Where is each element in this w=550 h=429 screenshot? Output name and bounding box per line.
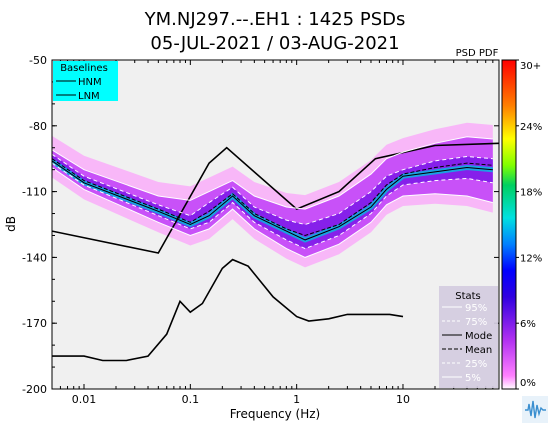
hnm-legend-label: HNM (78, 77, 102, 88)
y-tick-label: -200 (22, 383, 47, 396)
series-line-hnm (52, 142, 499, 254)
lnm-legend-label: LNM (78, 91, 100, 102)
colorbar-ticks: 30+ 24% 18% 12% 6% 0% (516, 59, 542, 390)
y-tick-label: -50 (29, 54, 47, 67)
series-line-lnm (52, 258, 404, 362)
stats-5-label: 5% (465, 373, 481, 384)
psd-outer-band (52, 136, 493, 258)
colorbar-gradient (501, 59, 517, 390)
x-tick-label: 0.1 (182, 393, 200, 406)
stats-25-label: 25% (465, 359, 487, 370)
y-axis-ticks: -50 -80 -110 -140 -170 -200 (22, 54, 499, 396)
stats-legend-title: Stats (455, 291, 481, 302)
series-layer (52, 136, 499, 362)
stats-75-label: 75% (465, 317, 487, 328)
stats-legend: Stats 95% 75% Mode Mean 25% 5% (439, 286, 498, 388)
psd-inner-band (52, 154, 493, 249)
series-line-mean (52, 158, 493, 237)
colorbar-tick-label: 30+ (520, 61, 541, 72)
x-axis-label: Frequency (Hz) (230, 407, 321, 421)
baselines-legend-title: Baselines (60, 63, 108, 74)
baselines-legend: Baselines HNM LNM (53, 61, 118, 102)
colorbar-tick-label: 0% (520, 378, 536, 389)
chart-title-line2: 05-JUL-2021 / 03-AUG-2021 (150, 33, 399, 54)
y-tick-label: -80 (29, 120, 47, 133)
stats-mode-label: Mode (465, 331, 492, 342)
plot-frame (51, 59, 500, 390)
colorbar-tick-label: 12% (520, 253, 542, 264)
x-tick-label: 10 (396, 393, 410, 406)
series-line-mode (52, 160, 493, 241)
stats-95-label: 95% (465, 303, 487, 314)
logo (522, 396, 548, 423)
y-tick-label: -170 (22, 317, 47, 330)
series-line-25pct (52, 162, 493, 250)
psd-halo-band (52, 122, 493, 268)
colorbar-tick-label: 18% (520, 188, 542, 199)
colorbar-title: PSD PDF (456, 48, 499, 59)
x-tick-label: 0.01 (72, 393, 97, 406)
stats-mean-label: Mean (465, 345, 492, 356)
logo-wave-mark (525, 400, 546, 419)
y-tick-label: -140 (22, 251, 47, 264)
colorbar-tick-label: 6% (520, 319, 536, 330)
stats-legend-box (439, 286, 498, 388)
series-line-75pct (52, 153, 493, 226)
colorbar-tick-label: 24% (520, 122, 542, 133)
colorbar: PSD PDF 30+ 24% 18% 12% 6% 0% (456, 48, 542, 390)
x-tick-label: 1 (293, 393, 300, 406)
chart-title-line1: YM.NJ297.--.EH1 : 1425 PSDs (144, 9, 406, 30)
y-tick-label: -110 (22, 186, 47, 199)
series-line-95pct (52, 136, 493, 210)
series-line-5pct (52, 167, 493, 258)
y-axis-label: dB (4, 216, 18, 232)
